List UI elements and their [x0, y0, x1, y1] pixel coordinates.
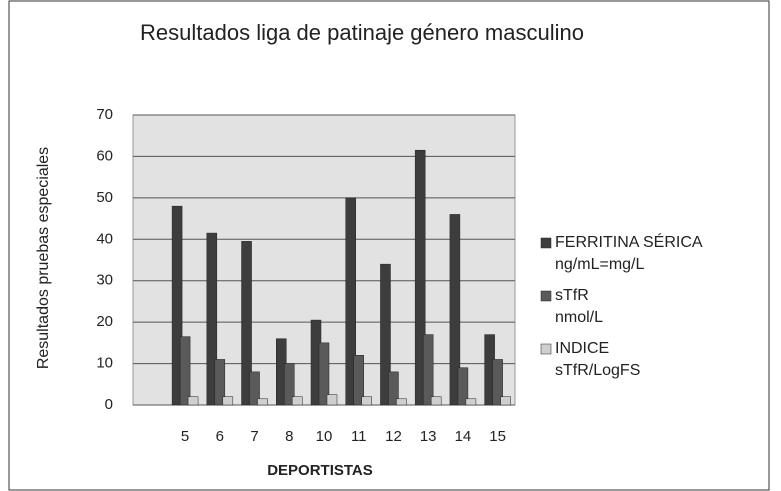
legend-label: sTfR nmol/L [555, 287, 603, 326]
bar [206, 232, 218, 406]
bar [457, 367, 469, 406]
legend-swatch [540, 290, 552, 302]
y-tick-label: 30 [96, 272, 113, 289]
chart-title: Resultados liga de patinaje género mascu… [140, 20, 584, 45]
y-tick-label: 40 [96, 230, 113, 247]
bar [353, 355, 364, 406]
y-tick-label: 60 [96, 147, 113, 164]
bar [396, 398, 407, 406]
x-tick-label: 12 [385, 428, 402, 445]
y-axis-title: Resultados pruebas especiales [35, 147, 52, 369]
bar [380, 263, 391, 406]
bar [465, 398, 477, 406]
legend-label: FERRITINA SÉRICA ng/mL=mg/L [555, 232, 703, 273]
x-tick-label: 7 [250, 428, 258, 445]
bar [171, 205, 183, 406]
bar [361, 396, 372, 406]
y-tick-label: 10 [96, 355, 113, 372]
bar [187, 396, 199, 406]
bar [222, 396, 234, 406]
bar [249, 371, 260, 406]
bar [241, 241, 252, 406]
bar [422, 334, 434, 406]
bar [388, 371, 399, 406]
legend-label: INDICE sTfR/LogFS [555, 340, 640, 379]
legend-swatch [540, 237, 552, 249]
y-tick-label: 20 [96, 313, 113, 330]
x-tick-label: 10 [316, 428, 333, 445]
x-tick-label: 13 [420, 428, 437, 445]
bar [257, 398, 268, 406]
bar [214, 359, 226, 406]
y-tick-label: 70 [96, 106, 113, 123]
bar [345, 197, 356, 406]
x-axis-title: DEPORTISTAS [267, 462, 373, 479]
x-tick-label: 6 [216, 428, 224, 445]
x-tick-label: 14 [455, 428, 472, 445]
bar [500, 396, 511, 406]
legend-swatch [540, 343, 552, 355]
x-tick-label: 15 [489, 428, 506, 445]
bar [414, 149, 426, 406]
x-tick-label: 11 [351, 428, 367, 445]
bar [318, 342, 330, 406]
x-tick-label: 5 [181, 428, 189, 445]
bar [492, 359, 503, 406]
y-tick-label: 50 [96, 189, 113, 206]
bar [430, 396, 442, 406]
bar [449, 214, 461, 406]
y-tick-label: 0 [105, 396, 113, 413]
bar [179, 336, 191, 406]
bar [292, 396, 303, 406]
x-tick-label: 8 [285, 428, 293, 445]
bar [326, 394, 338, 406]
bar [284, 363, 295, 406]
